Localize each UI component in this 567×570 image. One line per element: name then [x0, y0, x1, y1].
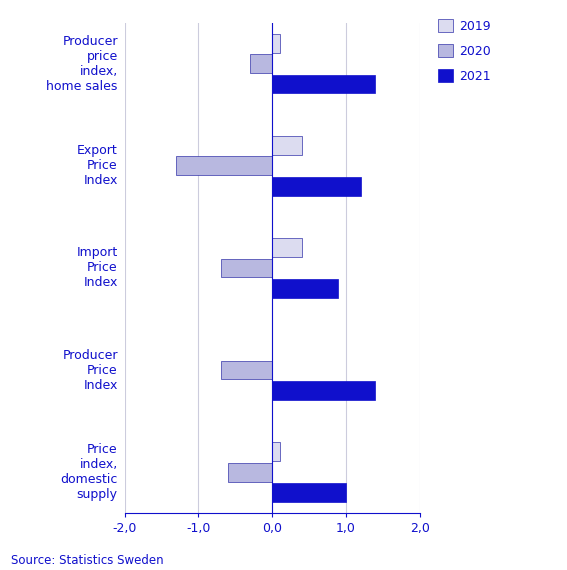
Bar [272, 483, 346, 502]
Bar [272, 34, 280, 52]
Text: Source: Statistics Sweden: Source: Statistics Sweden [11, 554, 164, 567]
Bar [272, 279, 338, 298]
Bar [228, 463, 272, 482]
Bar [221, 361, 272, 380]
Bar [272, 442, 280, 461]
Bar [176, 156, 272, 175]
Bar [272, 177, 361, 196]
Legend: 2019, 2020, 2021: 2019, 2020, 2021 [438, 19, 490, 83]
Bar [221, 259, 272, 277]
Bar [272, 381, 375, 400]
Bar [250, 54, 272, 73]
Bar [272, 136, 302, 154]
Bar [272, 238, 302, 257]
Bar [272, 75, 375, 93]
